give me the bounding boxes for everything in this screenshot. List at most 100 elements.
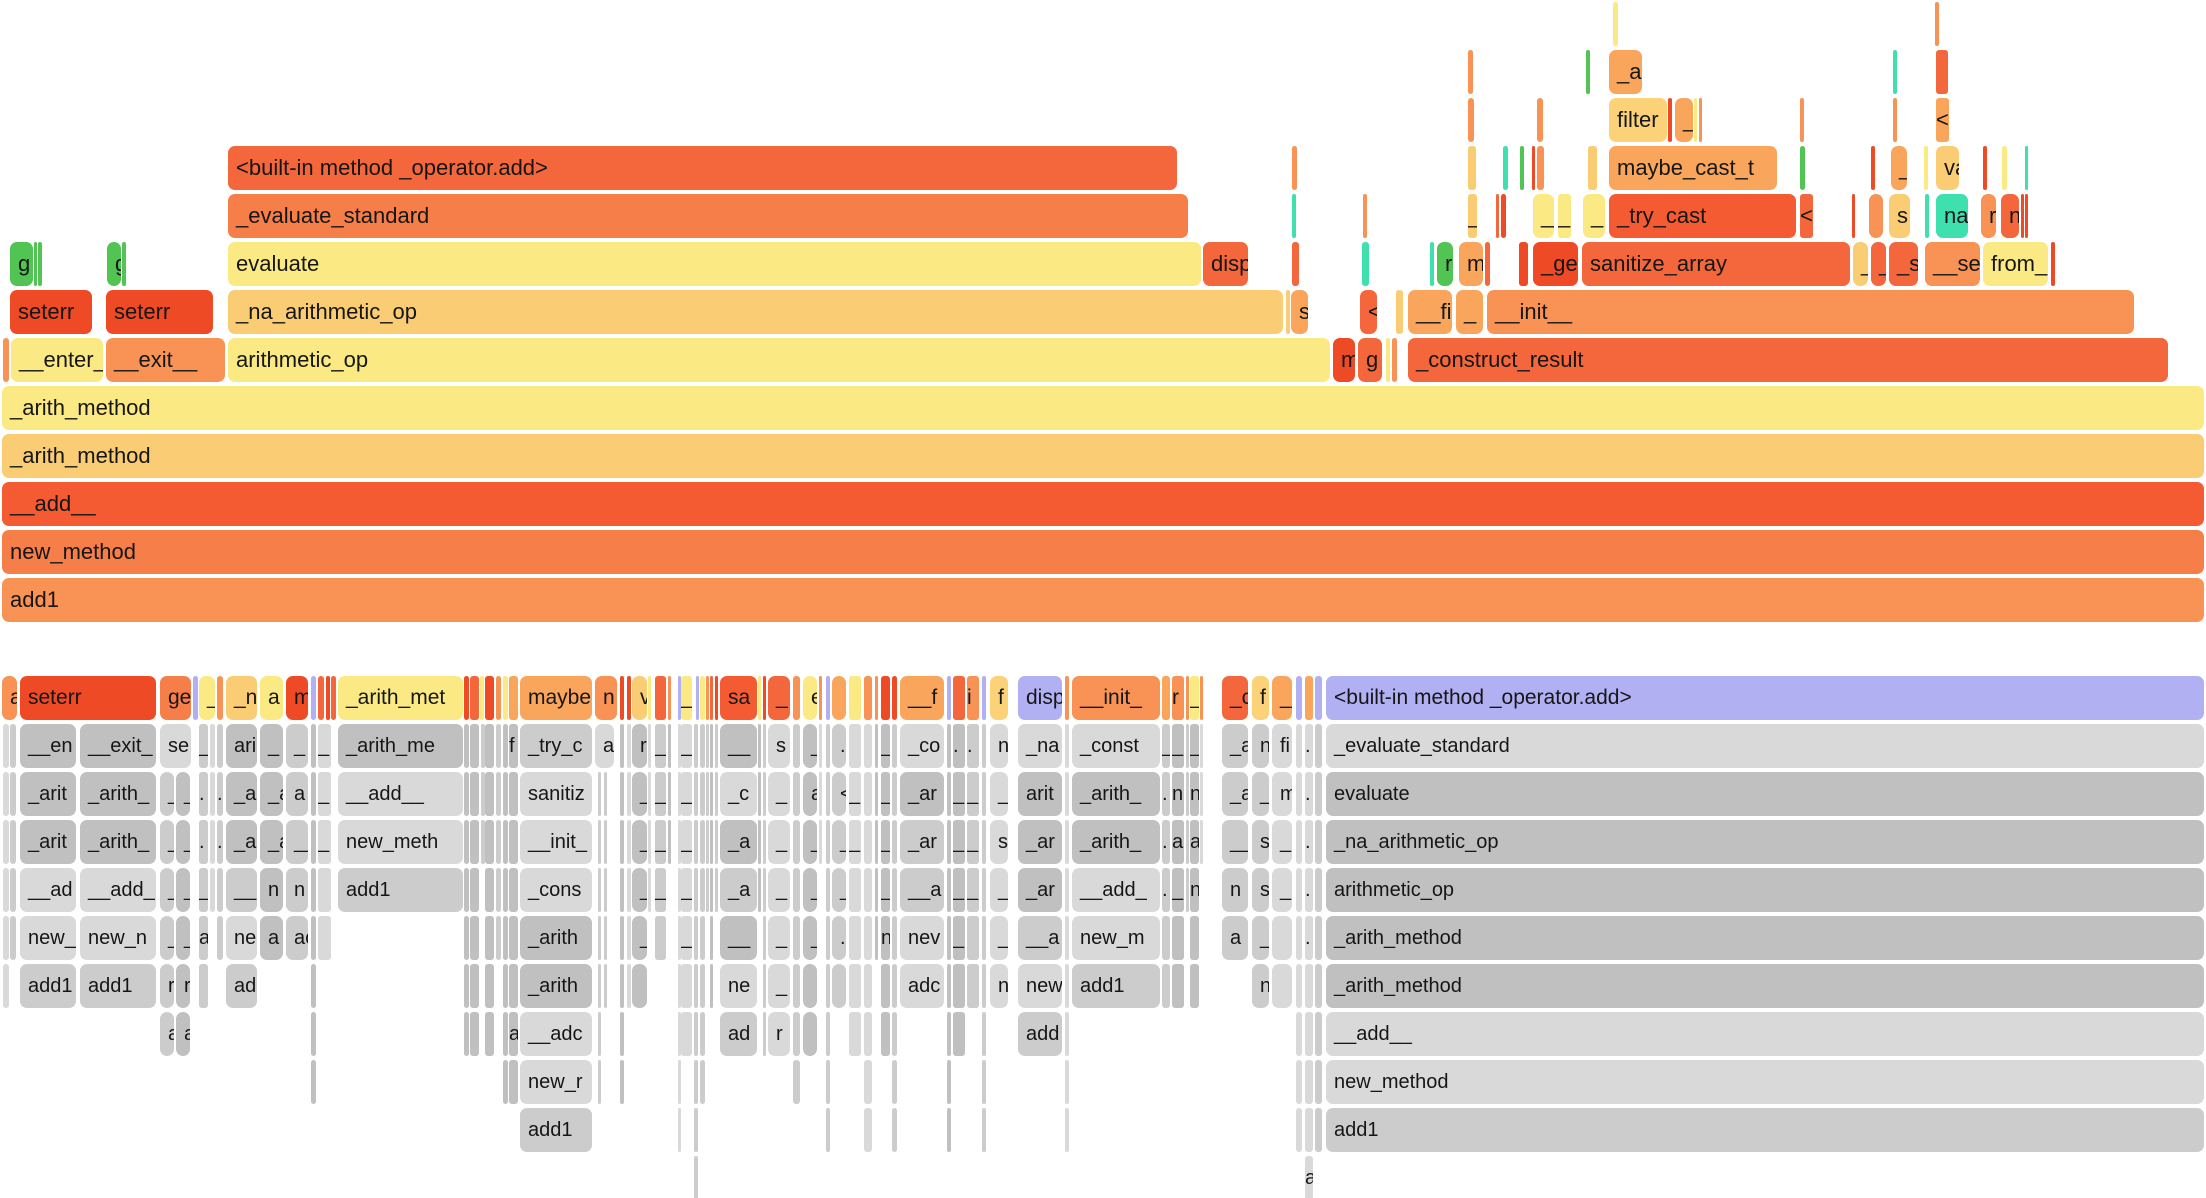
caller-frame-sliver[interactable]: [1186, 772, 1189, 816]
caller-frame-a[interactable]: _a: [226, 820, 257, 864]
caller-frame-sliver[interactable]: [1296, 1060, 1302, 1104]
caller-frame-sliver[interactable]: [875, 724, 878, 768]
caller-frame-sliver[interactable]: [496, 868, 501, 912]
caller-frame-s[interactable]: s: [768, 724, 790, 768]
frame-r[interactable]: r: [1437, 242, 1453, 286]
leaf-frame-m[interactable]: m: [286, 676, 308, 720]
frame-sliver[interactable]: _: [1456, 290, 1483, 334]
caller-frame-sliver[interactable]: _: [1252, 916, 1269, 960]
frame-s[interactable]: s: [1291, 290, 1308, 334]
leaf-frame-sliver[interactable]: _: [768, 676, 790, 720]
caller-frame-sliver[interactable]: [1065, 868, 1069, 912]
caller-frame-sliver[interactable]: __: [226, 868, 257, 912]
caller-frame-sliver[interactable]: [470, 868, 479, 912]
caller-frame-sliver[interactable]: [694, 820, 698, 864]
caller-frame-sliver[interactable]: [311, 724, 316, 768]
caller-frame-sliver[interactable]: [509, 916, 518, 960]
caller-frame-sliver[interactable]: _: [1162, 724, 1170, 768]
caller-frame-sliver[interactable]: _: [160, 772, 174, 816]
frame-sliver[interactable]: [1292, 242, 1299, 286]
frame-sliver[interactable]: [1936, 50, 1948, 94]
caller-frame-sliver[interactable]: [892, 820, 897, 864]
caller-frame-sliver[interactable]: __: [720, 724, 757, 768]
leaf-frame-sliver[interactable]: [509, 676, 518, 720]
caller-frame-sliver[interactable]: [470, 1012, 479, 1056]
caller-frame-sliver[interactable]: [763, 724, 766, 768]
leaf-frame-sliver[interactable]: [1296, 676, 1302, 720]
caller-frame-sliver[interactable]: _: [803, 724, 817, 768]
caller-frame-sliver[interactable]: [311, 1012, 316, 1056]
caller-frame-sliver[interactable]: [694, 1156, 698, 1198]
caller-frame-arith[interactable]: _arith: [520, 916, 592, 960]
caller-frame-f[interactable]: f: [509, 724, 518, 768]
caller-frame-sliver[interactable]: _: [260, 724, 283, 768]
caller-frame-sliver[interactable]: _: [803, 820, 817, 864]
caller-frame-sliver[interactable]: [620, 868, 624, 912]
caller-frame-sliver[interactable]: [694, 772, 698, 816]
leaf-frame-sliver[interactable]: _: [1272, 676, 1292, 720]
caller-frame-c[interactable]: _c: [720, 772, 757, 816]
caller-frame-new-method[interactable]: new_method: [1326, 1060, 2204, 1104]
caller-frame-sliver[interactable]: [849, 1012, 861, 1056]
caller-frame-sliver[interactable]: [947, 1108, 951, 1152]
caller-frame-sliver[interactable]: [793, 916, 800, 960]
caller-frame-sliver[interactable]: [694, 916, 698, 960]
caller-frame-sliver[interactable]: [1296, 820, 1302, 864]
caller-frame-se[interactable]: se: [160, 724, 191, 768]
caller-frame-sliver[interactable]: [892, 1108, 897, 1152]
caller-frame-sliver[interactable]: [620, 1012, 624, 1056]
caller-frame-sliver[interactable]: _: [176, 916, 190, 960]
frame-sliver[interactable]: [1800, 146, 1805, 190]
caller-frame-sliver[interactable]: [620, 820, 624, 864]
frame-s[interactable]: _s: [1889, 242, 1918, 286]
caller-frame-n[interactable]: n: [1190, 772, 1199, 816]
caller-frame-sliver[interactable]: [496, 724, 501, 768]
caller-frame-arith[interactable]: _arith: [520, 964, 592, 1008]
caller-frame-sliver[interactable]: _: [655, 772, 666, 816]
caller-frame-sliver[interactable]: [1200, 772, 1203, 816]
caller-frame-sliver[interactable]: [864, 1012, 872, 1056]
caller-frame-sliver[interactable]: [681, 1012, 692, 1056]
caller-frame-sliver[interactable]: [598, 820, 601, 864]
caller-frame-sliver[interactable]: [875, 772, 878, 816]
caller-frame-sliver[interactable]: [694, 868, 698, 912]
caller-frame-sliver[interactable]: [311, 772, 316, 816]
leaf-frame-sliver[interactable]: [793, 676, 800, 720]
caller-frame-sliver[interactable]: _: [990, 916, 1008, 960]
caller-frame-sliver[interactable]: [1065, 1060, 1069, 1104]
caller-frame-sliver[interactable]: [1200, 724, 1203, 768]
frame-sliver[interactable]: [1537, 146, 1544, 190]
caller-frame-sliver[interactable]: _: [655, 724, 666, 768]
caller-frame-add1[interactable]: add1: [1072, 964, 1160, 1008]
caller-frame-new-r[interactable]: new_r: [520, 1060, 592, 1104]
caller-frame-sliver[interactable]: .: [199, 820, 208, 864]
caller-frame-sliver[interactable]: [803, 964, 817, 1008]
caller-frame-sliver[interactable]: [604, 820, 607, 864]
caller-frame-sliver[interactable]: [864, 868, 872, 912]
caller-frame-sliver[interactable]: .: [1305, 724, 1313, 768]
caller-frame-sliver[interactable]: _: [1272, 820, 1292, 864]
caller-frame-sliver[interactable]: [982, 916, 986, 960]
caller-frame-sliver[interactable]: [1305, 1108, 1313, 1152]
caller-frame-sliver[interactable]: .: [1162, 868, 1170, 912]
caller-frame-sliver[interactable]: [1315, 1060, 1322, 1104]
caller-frame-sliver[interactable]: _: [1190, 724, 1199, 768]
frame-r[interactable]: r: [1981, 194, 1996, 238]
caller-frame-sliver[interactable]: [678, 1108, 681, 1152]
leaf-frame-sliver[interactable]: [1200, 676, 1203, 720]
caller-frame-a[interactable]: _a: [1222, 724, 1248, 768]
caller-frame-sliver[interactable]: [470, 964, 479, 1008]
frame-sliver[interactable]: [1430, 242, 1434, 286]
caller-frame-sliver[interactable]: [3, 868, 9, 912]
leaf-frame-sliver[interactable]: [982, 676, 986, 720]
caller-frame-sliver[interactable]: .: [217, 772, 223, 816]
caller-frame-sliver[interactable]: [793, 1060, 800, 1104]
caller-frame-sliver[interactable]: [470, 772, 479, 816]
caller-frame-ad[interactable]: ad: [226, 964, 257, 1008]
caller-frame-sliver[interactable]: [620, 964, 624, 1008]
caller-frame-sliver[interactable]: [758, 772, 761, 816]
caller-frame-sliver[interactable]: [3, 820, 9, 864]
leaf-frame-sliver[interactable]: [485, 676, 494, 720]
caller-frame-sliver[interactable]: .: [967, 724, 979, 768]
caller-frame-sliver[interactable]: [503, 964, 508, 1008]
